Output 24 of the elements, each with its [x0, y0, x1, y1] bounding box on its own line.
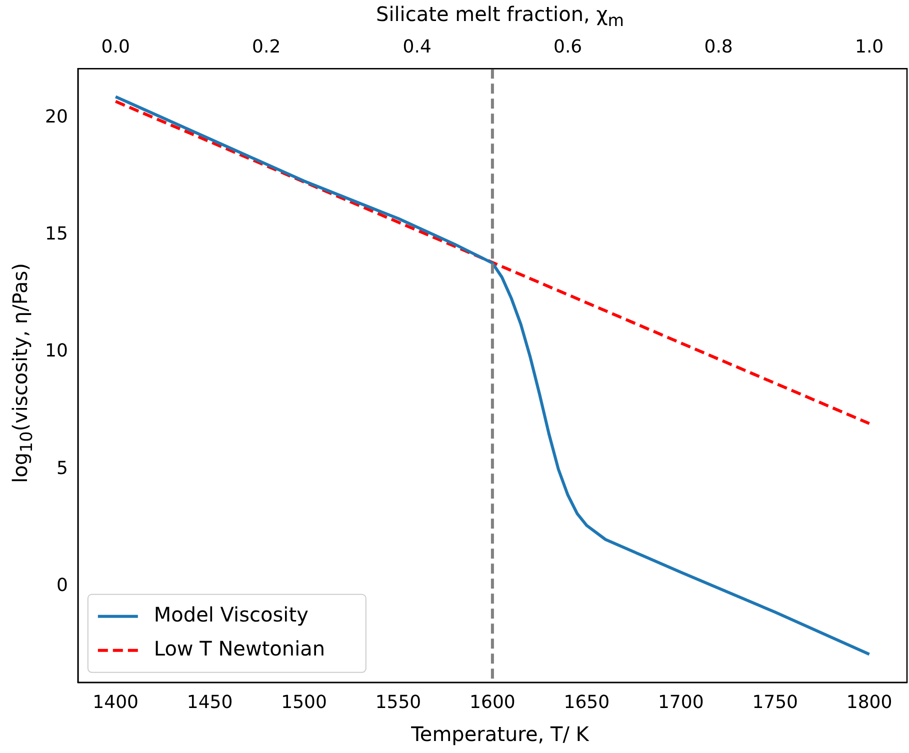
- x2-tick-label: 0.6: [554, 36, 582, 58]
- x-tick-label: 1650: [564, 692, 610, 713]
- x2-tick-label: 0.8: [704, 36, 733, 58]
- x2-tick-label: 0.0: [101, 36, 130, 58]
- x-tick-label: 1600: [470, 692, 516, 713]
- y-tick-label: 15: [45, 224, 68, 245]
- y-tick-label: 5: [56, 458, 68, 479]
- x2-axis-title: Silicate melt fraction, χ$_{m}$: [376, 2, 624, 30]
- x2-tick-label: 0.2: [252, 36, 281, 58]
- y-tick-label: 0: [56, 575, 68, 596]
- x-tick-label: 1800: [846, 692, 892, 713]
- y-tick-label: 20: [45, 106, 68, 128]
- x-tick-label: 1500: [281, 692, 327, 713]
- x-tick-label: 1700: [658, 692, 704, 713]
- x-tick-label: 1550: [375, 692, 422, 713]
- x2-tick-label: 1.0: [854, 36, 884, 58]
- legend-label: Low T Newtonian: [154, 636, 326, 661]
- x-tick-label: 1400: [92, 692, 138, 713]
- x2-tick-label: 0.4: [402, 36, 432, 58]
- y-tick-label: 10: [45, 340, 68, 362]
- x-axis-title: Temperature, T/ K: [411, 722, 589, 746]
- x-tick-label: 1450: [186, 692, 233, 713]
- x-tick-label: 1750: [752, 692, 798, 713]
- legend-label: Model Viscosity: [154, 602, 309, 627]
